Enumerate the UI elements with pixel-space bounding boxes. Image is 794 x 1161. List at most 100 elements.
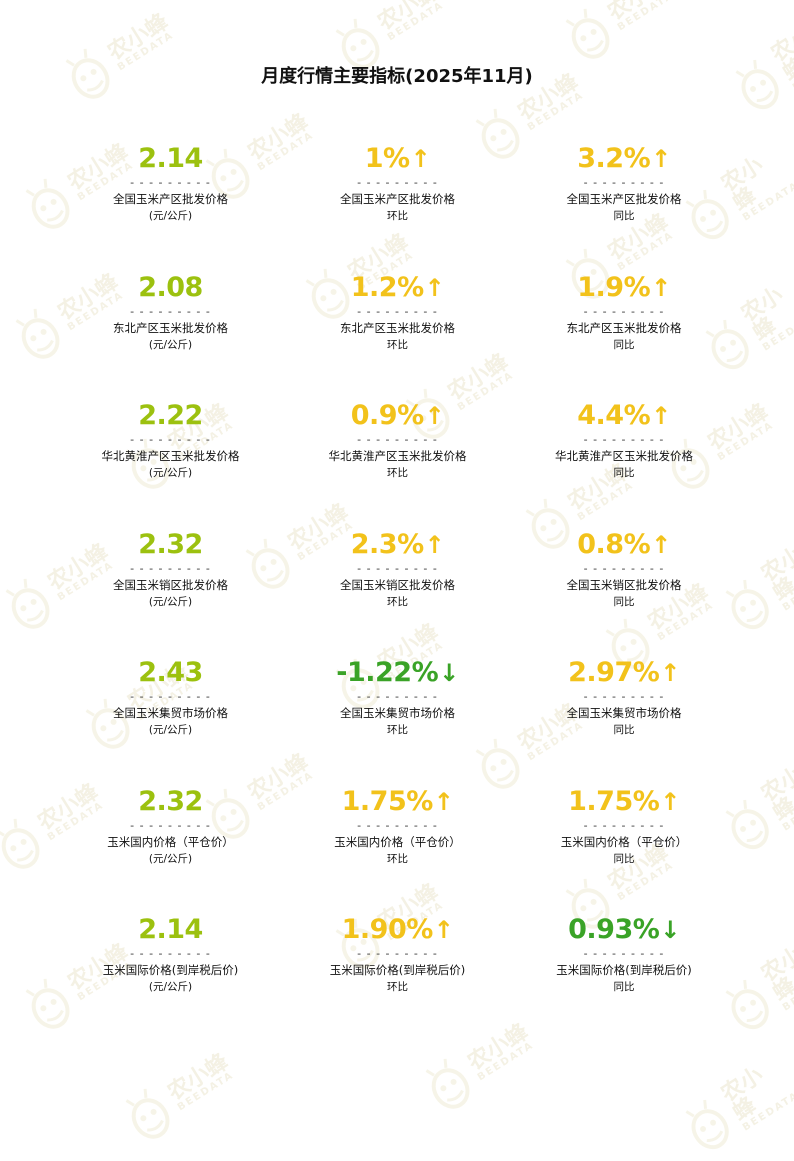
indicator-value: 4.4%↑ — [511, 397, 737, 435]
dashed-divider: - - - - - - - - - — [357, 818, 438, 832]
indicator-label: 玉米国际价格(到岸税后价) — [329, 963, 466, 977]
indicator-card: 1.75%↑ - - - - - - - - - 玉米国内价格（平仓价） 环比 — [284, 783, 511, 912]
watermark-en: BEEDATA — [780, 970, 794, 1014]
indicator-label: 全国玉米集贸市场价格 — [340, 706, 455, 720]
dashed-divider: - - - - - - - - - — [130, 818, 211, 832]
indicator-sub: (元/公斤) — [148, 852, 193, 865]
indicator-value: -1.22%↓ — [284, 654, 511, 692]
watermark-cn: 农小蜂 — [103, 9, 173, 66]
watermark-cn: 农小蜂 — [756, 942, 794, 1006]
arrow-up-icon: ↑ — [424, 530, 445, 559]
watermark-cn: 农小蜂 — [736, 282, 788, 346]
watermark-en: BEEDATA — [780, 570, 794, 614]
value-number: 3.2% — [577, 143, 651, 174]
dashed-divider: - - - - - - - - - — [130, 304, 211, 318]
dashed-divider: - - - - - - - - - — [130, 947, 211, 960]
indicator-sub: 同比 — [613, 467, 635, 479]
dashed-divider: - - - - - - - - - — [357, 304, 438, 318]
watermark-en: BEEDATA — [475, 1039, 537, 1084]
indicator-sub: (元/公斤) — [148, 338, 193, 351]
watermark-cn: 农小蜂 — [604, 0, 673, 26]
indicator-label: 全国玉米销区批发价格 — [566, 577, 682, 592]
indicator-value: 2.3%↑ — [284, 526, 511, 564]
value-number: 1.9% — [577, 271, 651, 303]
arrow-up-icon: ↑ — [410, 145, 431, 173]
arrow-up-icon: ↑ — [651, 273, 671, 302]
indicator-card: 1.75%↑ - - - - - - - - - 玉米国内价格（平仓价） 同比 — [511, 783, 737, 912]
indicator-card: 0.9%↑ - - - - - - - - - 华北黄淮产区玉米批发价格 环比 — [284, 397, 511, 526]
arrow-up-icon: ↑ — [433, 916, 454, 944]
indicator-card: 2.14 - - - - - - - - - 全国玉米产区批发价格 (元/公斤) — [57, 140, 284, 269]
indicator-label: 玉米国内价格（平仓价） — [334, 834, 461, 849]
indicator-sub: 环比 — [387, 981, 408, 993]
value-number: 2.97% — [568, 657, 660, 688]
page-title: 月度行情主要指标(2025年11月) — [261, 66, 533, 87]
indicator-card: 0.93%↓ - - - - - - - - - 玉米国际价格(到岸税后价) 同比 — [511, 911, 737, 1040]
bee-icon — [0, 818, 40, 869]
indicator-label: 全国玉米产区批发价格 — [566, 192, 682, 206]
indicator-card: 2.22 - - - - - - - - - 华北黄淮产区玉米批发价格 (元/公斤) — [57, 397, 284, 526]
watermark-cn: 农小蜂 — [373, 0, 443, 36]
watermark-en: BEEDATA — [385, 0, 447, 44]
indicator-value: 2.97%↑ — [511, 654, 737, 692]
bee-icon — [425, 1058, 470, 1109]
value-number: 2.32 — [138, 528, 203, 560]
dashed-divider: - - - - - - - - - — [357, 433, 438, 446]
arrow-down-icon: ↓ — [439, 659, 459, 687]
indicator-card: -1.22%↓ - - - - - - - - - 全国玉米集贸市场价格 环比 — [284, 654, 511, 783]
value-number: 2.32 — [138, 785, 203, 817]
dashed-divider: - - - - - - - - - — [357, 947, 438, 960]
indicator-value: 0.93%↓ — [511, 911, 737, 949]
indicator-label: 全国玉米集贸市场价格 — [566, 706, 682, 720]
indicator-sub: 环比 — [387, 595, 408, 608]
arrow-up-icon: ↑ — [651, 530, 671, 559]
indicator-sub: 同比 — [613, 338, 635, 351]
indicator-sub: (元/公斤) — [148, 595, 193, 608]
indicator-card: 3.2%↑ - - - - - - - - - 全国玉米产区批发价格 同比 — [511, 140, 737, 269]
indicator-card: 2.14 - - - - - - - - - 玉米国际价格(到岸税后价) (元/公斤) — [57, 911, 284, 1040]
indicator-card: 1%↑ - - - - - - - - - 全国玉米产区批发价格 环比 — [284, 140, 511, 269]
indicator-sub: 环比 — [387, 852, 408, 865]
dashed-divider: - - - - - - - - - — [583, 947, 665, 960]
watermark-en: BEEDATA — [740, 180, 794, 224]
indicator-value: 2.43 — [57, 654, 284, 692]
indicator-label: 全国玉米产区批发价格 — [340, 192, 455, 206]
value-number: 1.2% — [350, 271, 424, 303]
indicator-label: 东北产区玉米批发价格 — [113, 320, 228, 335]
watermark-en: BEEDATA — [525, 89, 587, 134]
indicator-card: 2.3%↑ - - - - - - - - - 全国玉米销区批发价格 环比 — [284, 526, 511, 655]
indicator-label: 全国玉米销区批发价格 — [340, 577, 455, 592]
indicator-card: 0.8%↑ - - - - - - - - - 全国玉米销区批发价格 同比 — [511, 526, 737, 655]
indicator-label: 东北产区玉米批发价格 — [340, 320, 455, 335]
dashed-divider: - - - - - - - - - — [130, 690, 211, 703]
indicator-sub: (元/公斤) — [148, 467, 193, 479]
dashed-divider: - - - - - - - - - — [357, 561, 438, 575]
indicator-card: 1.90%↑ - - - - - - - - - 玉米国际价格(到岸税后价) 环比 — [284, 911, 511, 1040]
indicator-value: 2.32 — [57, 526, 284, 564]
watermark-en: BEEDATA — [760, 310, 794, 354]
indicator-value: 1.90%↑ — [284, 911, 511, 949]
indicator-label: 华北黄淮产区玉米批发价格 — [555, 449, 693, 463]
indicator-card: 2.97%↑ - - - - - - - - - 全国玉米集贸市场价格 同比 — [511, 654, 737, 783]
indicator-label: 玉米国内价格（平仓价） — [107, 834, 234, 849]
value-number: 2.22 — [138, 400, 203, 431]
value-number: 4.4% — [577, 400, 651, 431]
value-number: 0.9% — [350, 400, 424, 431]
indicator-card: 2.43 - - - - - - - - - 全国玉米集贸市场价格 (元/公斤) — [57, 654, 284, 783]
indicator-sub: 同比 — [613, 595, 635, 608]
dashed-divider: - - - - - - - - - — [583, 818, 665, 832]
watermark-cn: 农小蜂 — [756, 542, 794, 606]
value-number: 2.14 — [138, 143, 203, 174]
indicator-value: 2.22 — [57, 397, 284, 435]
indicator-value: 2.32 — [57, 783, 284, 821]
indicator-sub: 同比 — [613, 852, 635, 865]
watermark-cn: 农小蜂 — [163, 1049, 233, 1106]
watermark-cn: 农小蜂 — [756, 762, 794, 826]
watermark-en: BEEDATA — [780, 790, 794, 834]
indicator-sub: 同比 — [613, 724, 635, 736]
dashed-divider: - - - - - - - - - — [130, 433, 211, 446]
indicator-sub: (元/公斤) — [148, 210, 193, 222]
